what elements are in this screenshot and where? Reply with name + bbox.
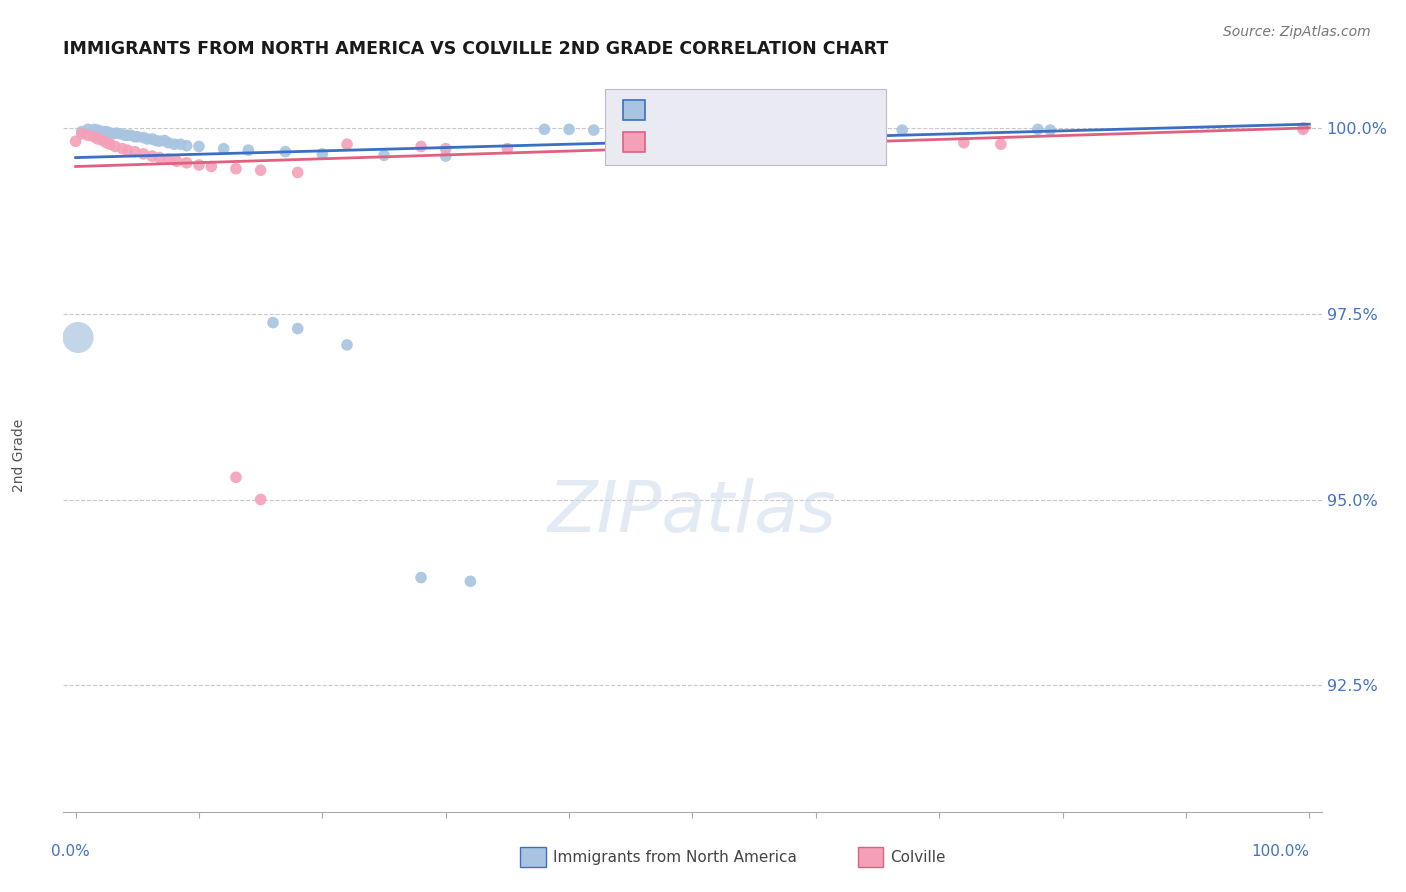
Point bbox=[1292, 122, 1315, 136]
Point bbox=[157, 136, 180, 150]
Point bbox=[238, 143, 260, 157]
Text: 0.0%: 0.0% bbox=[51, 844, 90, 859]
Point bbox=[157, 152, 180, 166]
Point bbox=[200, 160, 222, 174]
Text: ZIPatlas: ZIPatlas bbox=[548, 477, 837, 547]
Point bbox=[311, 146, 333, 161]
Point bbox=[124, 129, 146, 144]
Point bbox=[148, 134, 170, 148]
Point bbox=[108, 127, 131, 141]
Point bbox=[132, 130, 155, 145]
Point bbox=[70, 127, 93, 141]
Point bbox=[804, 132, 827, 146]
Point bbox=[120, 128, 142, 143]
Point bbox=[83, 129, 105, 144]
Point bbox=[117, 128, 139, 143]
Point bbox=[188, 139, 211, 153]
Point bbox=[141, 149, 163, 163]
Point bbox=[373, 148, 395, 162]
Point bbox=[67, 330, 90, 344]
Point bbox=[83, 122, 105, 136]
Point bbox=[434, 149, 457, 163]
Point bbox=[101, 127, 124, 141]
Point bbox=[225, 161, 247, 176]
Point bbox=[1292, 120, 1315, 135]
Point bbox=[132, 146, 155, 161]
Point bbox=[87, 132, 110, 146]
Point bbox=[287, 321, 309, 335]
Point bbox=[91, 124, 114, 138]
Point bbox=[145, 134, 167, 148]
Point bbox=[77, 128, 100, 143]
Point bbox=[409, 571, 432, 585]
Point bbox=[127, 129, 149, 144]
Point bbox=[262, 316, 284, 330]
Point bbox=[249, 163, 271, 178]
Point bbox=[91, 134, 114, 148]
Point bbox=[114, 128, 136, 143]
Point bbox=[866, 134, 889, 148]
Point bbox=[188, 158, 211, 172]
Point bbox=[98, 137, 121, 152]
Text: Colville: Colville bbox=[890, 850, 945, 864]
Text: R = 0.287    N = 46: R = 0.287 N = 46 bbox=[657, 103, 806, 117]
Point bbox=[141, 132, 163, 146]
Point bbox=[336, 137, 359, 152]
Point bbox=[990, 137, 1012, 152]
Point bbox=[176, 156, 198, 170]
Point bbox=[225, 470, 247, 484]
Point bbox=[65, 134, 87, 148]
Text: Source: ZipAtlas.com: Source: ZipAtlas.com bbox=[1223, 25, 1371, 39]
Point bbox=[1039, 123, 1062, 137]
Point bbox=[866, 122, 889, 136]
Point bbox=[682, 123, 704, 137]
Point bbox=[953, 136, 976, 150]
Text: Immigrants from North America: Immigrants from North America bbox=[553, 850, 796, 864]
Point bbox=[96, 136, 118, 150]
Point bbox=[496, 142, 519, 156]
Point bbox=[336, 338, 359, 352]
Point bbox=[163, 137, 186, 152]
Point bbox=[287, 165, 309, 179]
Text: 100.0%: 100.0% bbox=[1251, 844, 1309, 859]
Point bbox=[70, 124, 93, 138]
Point bbox=[136, 132, 159, 146]
Text: R = 0.377    N = 35: R = 0.377 N = 35 bbox=[657, 135, 806, 149]
Point bbox=[98, 126, 121, 140]
Point bbox=[111, 142, 134, 156]
Point bbox=[117, 143, 139, 157]
Point bbox=[434, 142, 457, 156]
Point bbox=[558, 122, 581, 136]
Point bbox=[148, 151, 170, 165]
Point bbox=[409, 139, 432, 153]
Point bbox=[274, 145, 297, 159]
Point bbox=[582, 123, 605, 137]
Point bbox=[176, 138, 198, 153]
Point bbox=[105, 126, 128, 140]
Point bbox=[166, 154, 188, 169]
Point bbox=[657, 123, 679, 137]
Point bbox=[460, 574, 482, 589]
Point bbox=[153, 134, 176, 148]
Point bbox=[1026, 122, 1049, 136]
Point bbox=[124, 145, 146, 159]
Point bbox=[96, 124, 118, 138]
Point bbox=[249, 492, 271, 507]
Point bbox=[212, 142, 235, 156]
Point bbox=[620, 137, 643, 152]
Point bbox=[87, 123, 110, 137]
Text: 2nd Grade: 2nd Grade bbox=[13, 418, 27, 491]
Text: IMMIGRANTS FROM NORTH AMERICA VS COLVILLE 2ND GRADE CORRELATION CHART: IMMIGRANTS FROM NORTH AMERICA VS COLVILL… bbox=[63, 40, 889, 58]
Point bbox=[169, 137, 191, 152]
Point bbox=[533, 122, 555, 136]
Point bbox=[77, 122, 100, 136]
Point bbox=[104, 139, 127, 153]
Point bbox=[891, 123, 914, 137]
